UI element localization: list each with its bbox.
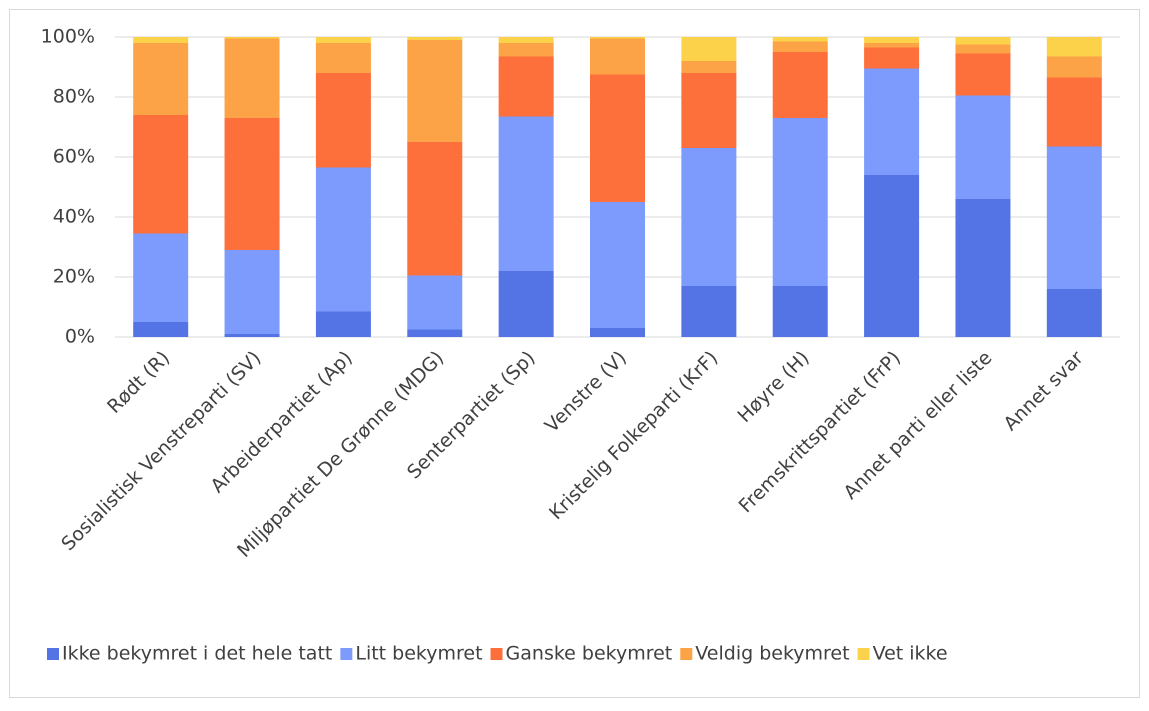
bar-segment <box>407 40 463 142</box>
bar-segment <box>864 37 920 43</box>
y-tick-label: 0% <box>65 326 95 348</box>
bar-segment <box>772 41 828 52</box>
legend-label: Ikke bekymret i det hele tatt <box>62 643 332 665</box>
legend-label: Litt bekymret <box>355 643 482 665</box>
bar-segment <box>864 47 920 69</box>
bar-segment <box>315 311 371 337</box>
bar-segment <box>955 44 1011 54</box>
bar-segment <box>315 37 371 43</box>
y-tick-label: 40% <box>53 206 95 228</box>
bar-segment <box>133 233 189 322</box>
bar-segment <box>864 43 920 48</box>
bar-segment <box>772 52 828 118</box>
bar-segment <box>681 61 737 73</box>
bar-segment <box>955 95 1011 199</box>
bar-segment <box>224 334 280 337</box>
y-tick-label: 20% <box>53 266 95 288</box>
bar-segment <box>1046 56 1102 78</box>
bar-segment <box>772 286 828 337</box>
y-tick-label: 80% <box>53 86 95 108</box>
bar-segment <box>590 38 645 75</box>
bar-segment <box>407 142 463 276</box>
legend-swatch <box>340 648 353 660</box>
bar-segment <box>498 37 554 43</box>
bar-segment <box>590 202 645 328</box>
chart-frame <box>9 9 1140 698</box>
bar-segment <box>315 167 371 312</box>
bar-segment <box>133 43 189 115</box>
bar-segment <box>590 74 645 202</box>
bar-segment <box>864 175 920 337</box>
bar-segment <box>1046 146 1102 289</box>
bar-segment <box>407 37 463 40</box>
bar-segment <box>772 118 828 286</box>
bar-segment <box>955 53 1011 96</box>
legend-label: Vet ikke <box>873 643 948 665</box>
bar-segment <box>498 116 554 271</box>
bar-segment <box>864 68 920 175</box>
bar-segment <box>772 37 828 42</box>
legend-swatch <box>490 648 503 660</box>
bar-segment <box>955 199 1011 337</box>
legend-swatch <box>47 648 59 660</box>
bar-segment <box>955 37 1011 45</box>
bar-segment <box>407 275 463 330</box>
bar-segment <box>590 37 645 39</box>
bar-segment <box>681 73 737 148</box>
bar-segment <box>498 271 554 337</box>
bar-segment <box>498 56 554 117</box>
y-tick-label: 60% <box>53 146 95 168</box>
bar-segment <box>681 148 737 286</box>
bar-segment <box>1046 37 1102 57</box>
bar-segment <box>1046 77 1102 147</box>
y-tick-label: 100% <box>41 26 95 48</box>
bar-segment <box>1046 289 1102 337</box>
bar-segment <box>224 118 280 250</box>
legend-label: Ganske bekymret <box>506 643 673 665</box>
bar-segment <box>315 43 371 73</box>
legend-swatch <box>680 648 693 660</box>
bar-segment <box>133 322 189 337</box>
bar-segment <box>498 43 554 57</box>
legend-swatch <box>857 648 870 660</box>
legend-label: Veldig bekymret <box>695 643 849 665</box>
bar-segment <box>681 37 737 61</box>
bar-segment <box>133 37 189 43</box>
bar-segment <box>590 328 645 337</box>
bar-segment <box>224 37 280 39</box>
bar-segment <box>315 73 371 168</box>
bar-segment <box>407 329 463 337</box>
bar-segment <box>133 115 189 234</box>
bar-segment <box>224 38 280 118</box>
bar-segment <box>681 286 737 337</box>
bar-segment <box>224 250 280 334</box>
